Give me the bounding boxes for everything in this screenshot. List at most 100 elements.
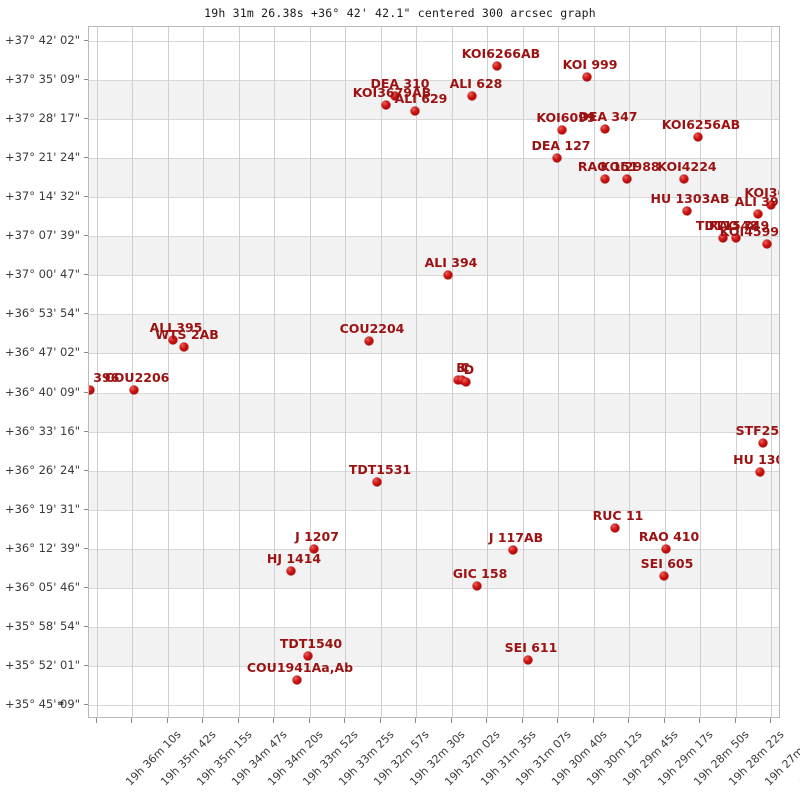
data-point-label: ALI 629	[394, 91, 448, 106]
data-point-label: RAO 151	[577, 159, 639, 174]
data-point[interactable]	[753, 209, 763, 219]
grid-line-vertical	[132, 27, 134, 717]
grid-line-horizontal	[89, 197, 779, 199]
y-axis-tick	[84, 235, 88, 237]
data-point[interactable]	[600, 174, 610, 184]
x-axis-tick	[734, 718, 736, 723]
data-point[interactable]	[390, 91, 400, 101]
y-axis-tick-label: +35° 45' 09"	[4, 697, 80, 711]
data-point[interactable]	[364, 336, 374, 346]
data-point[interactable]	[168, 335, 178, 345]
y-axis-tick	[84, 547, 88, 549]
data-point[interactable]	[693, 132, 703, 142]
data-point[interactable]	[179, 342, 189, 352]
y-axis-tick	[84, 430, 88, 432]
plot-area[interactable]: DEA 310 KOI3679AB ALI 629 KOI6266AB ALI 628 K…	[88, 26, 780, 718]
data-point[interactable]	[492, 61, 502, 71]
y-axis-tick-label: +36° 05' 46"	[4, 579, 80, 594]
data-point-label: DEA 310	[370, 76, 430, 91]
data-point-label: SEI 605	[640, 556, 694, 571]
grid-line-vertical	[167, 27, 169, 717]
data-point[interactable]	[467, 91, 477, 101]
y-axis-tick-label: +36° 53' 54"	[4, 306, 80, 321]
data-point-label: KOI3658	[744, 185, 779, 200]
grid-line-horizontal	[89, 665, 779, 667]
y-axis-tick	[84, 157, 88, 159]
grid-line-horizontal	[89, 353, 779, 355]
axis-marker-glyph: ≃	[57, 699, 65, 709]
data-point-label: HU 1302	[733, 452, 779, 467]
x-axis-tick	[592, 718, 594, 723]
data-point-label: C	[460, 360, 470, 375]
x-axis-tick	[131, 718, 133, 723]
data-point[interactable]	[610, 523, 620, 533]
y-axis-tick	[84, 196, 88, 198]
grid-line-vertical	[629, 27, 631, 717]
data-point[interactable]	[303, 651, 313, 661]
data-point[interactable]	[508, 545, 518, 555]
data-point[interactable]	[659, 571, 669, 581]
data-point[interactable]	[755, 467, 765, 477]
data-point[interactable]	[762, 239, 772, 249]
data-point-label: HJ 1414	[266, 551, 322, 566]
data-point[interactable]	[661, 544, 671, 554]
y-axis-tick-label: +37° 42' 02"	[4, 33, 80, 47]
y-axis-tick-label: +37° 21' 24"	[4, 150, 80, 165]
data-point[interactable]	[523, 655, 533, 665]
data-point-label: KOI4224	[657, 159, 717, 174]
grid-line-vertical	[487, 27, 489, 717]
data-point[interactable]	[582, 72, 592, 82]
data-point-label: TDT1548	[695, 218, 759, 233]
data-point[interactable]	[286, 566, 296, 576]
data-point[interactable]	[89, 385, 95, 395]
y-axis-tick-label: +36° 19' 31"	[4, 501, 80, 516]
data-point[interactable]	[461, 377, 471, 387]
grid-line-vertical	[274, 27, 276, 717]
data-point[interactable]	[682, 206, 692, 216]
data-point[interactable]	[309, 544, 319, 554]
y-axis-tick-label: +35° 58' 54"	[4, 618, 80, 633]
data-point[interactable]	[718, 233, 728, 243]
data-point[interactable]	[622, 174, 632, 184]
grid-line-horizontal	[89, 392, 779, 394]
data-point[interactable]	[758, 438, 768, 448]
data-point[interactable]	[372, 477, 382, 487]
data-point[interactable]	[731, 233, 741, 243]
x-axis-tick	[96, 718, 97, 723]
data-point-label: J 117AB	[488, 530, 544, 545]
data-point-label: WTS 2AB	[155, 327, 219, 342]
grid-line-vertical	[558, 27, 560, 717]
data-point[interactable]	[679, 174, 689, 184]
x-axis-tick	[344, 718, 346, 723]
data-point-label: ALI 396	[89, 370, 120, 385]
y-axis-tick	[84, 586, 88, 588]
data-point[interactable]	[600, 124, 610, 134]
grid-line-vertical	[593, 27, 595, 717]
grid-line-horizontal	[89, 587, 779, 589]
grid-line-horizontal	[89, 626, 779, 628]
data-point[interactable]	[381, 100, 391, 110]
data-point-label: COU1941Aa,Ab	[246, 660, 354, 675]
data-point[interactable]	[472, 581, 482, 591]
grid-line-vertical	[416, 27, 418, 717]
data-point-label: ALI 395	[149, 320, 203, 335]
data-point-label: KOI6266AB	[461, 46, 541, 61]
y-axis-tick	[84, 313, 88, 315]
data-point[interactable]	[443, 270, 453, 280]
x-axis-tick	[770, 718, 771, 723]
data-point[interactable]	[129, 385, 139, 395]
data-point-label: KOI3679AB	[352, 85, 432, 100]
data-point-label: KOI2988	[600, 159, 660, 174]
data-point-label: B	[456, 360, 466, 375]
data-point-label: D	[463, 362, 475, 377]
data-point[interactable]	[410, 106, 420, 116]
data-point[interactable]	[557, 125, 567, 135]
data-point[interactable]	[292, 675, 302, 685]
data-point[interactable]	[766, 200, 776, 210]
x-axis-tick	[379, 718, 381, 723]
x-axis-tick	[557, 718, 559, 723]
data-point[interactable]	[552, 153, 562, 163]
grid-line-vertical	[664, 27, 666, 717]
y-axis-tick	[84, 79, 88, 81]
